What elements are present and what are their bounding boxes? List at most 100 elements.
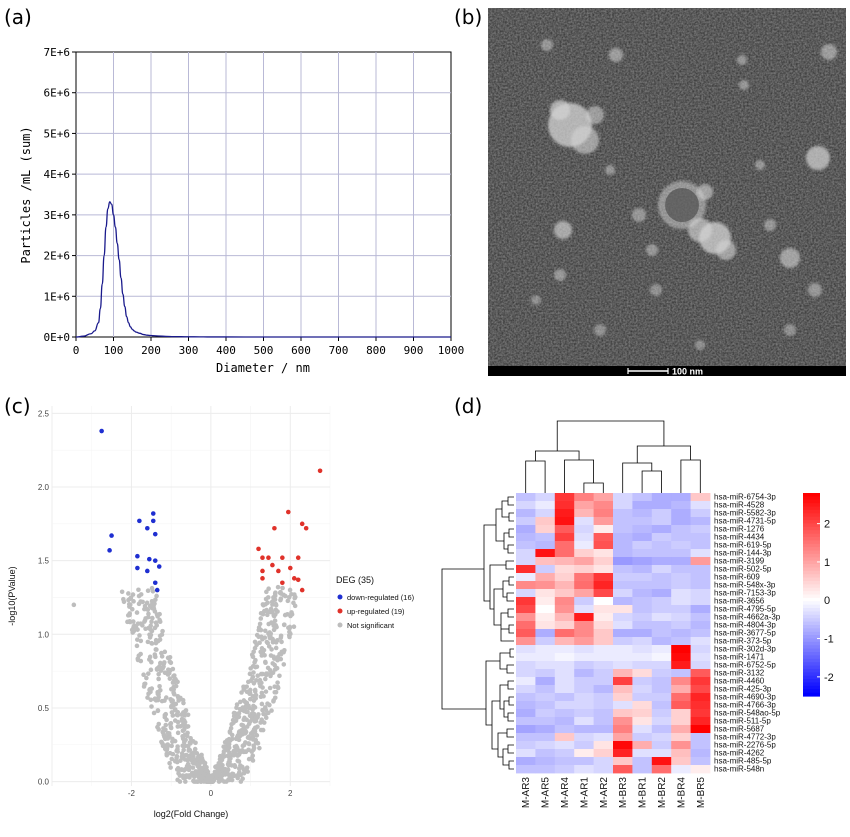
not-significant-point <box>271 639 277 644</box>
heatmap-cell <box>516 621 536 630</box>
colorbar-step <box>803 682 820 687</box>
legend-c: DEG (35) down-regulated (16) up-regulate… <box>336 575 415 630</box>
colorbar-step <box>803 638 820 643</box>
not-significant-point <box>214 770 219 775</box>
colorbar-step <box>803 553 820 558</box>
heatmap-cell <box>554 709 575 718</box>
heatmap-cell <box>554 765 575 774</box>
heatmap-cell <box>574 725 594 734</box>
heatmap-cell <box>690 757 711 766</box>
heatmap-row-label: hsa-miR-4434 <box>714 533 765 542</box>
vesicle <box>632 208 646 222</box>
legend-swatch-ns <box>337 622 343 628</box>
row-dendrogram-branch <box>508 512 514 522</box>
heatmap-cell <box>535 541 556 550</box>
not-significant-point <box>268 609 274 615</box>
heatmap-cell <box>593 549 614 558</box>
colorbar-step <box>803 668 820 673</box>
heatmap-cell <box>535 557 556 566</box>
not-significant-point <box>169 710 175 715</box>
heatmap-cell <box>671 501 691 510</box>
heatmap-cell <box>632 677 653 686</box>
not-significant-point <box>219 755 225 760</box>
heatmap-cell <box>516 597 536 606</box>
not-significant-point <box>165 736 171 741</box>
row-dendrogram-branch <box>507 496 514 506</box>
heatmap-cell <box>613 597 633 606</box>
colorbar-step <box>803 641 820 646</box>
heatmap-cell <box>690 685 711 694</box>
not-significant-point <box>241 767 246 772</box>
not-significant-point <box>216 760 222 766</box>
not-significant-point <box>228 725 234 731</box>
heatmap-cell <box>574 765 594 774</box>
colorbar-tick-label: 0 <box>824 595 830 607</box>
heatmap-cell <box>535 629 556 638</box>
not-significant-point <box>160 628 165 634</box>
not-significant-point <box>226 759 232 765</box>
not-significant-point <box>262 676 268 682</box>
colorbar-step <box>803 628 820 633</box>
not-significant-point <box>251 711 256 717</box>
y-tick-label: 0.5 <box>38 704 50 713</box>
not-significant-point <box>287 634 292 640</box>
not-significant-point <box>154 647 159 652</box>
heatmap-row-label: hsa-miR-373-5p <box>714 637 772 646</box>
heatmap-column-label: M-AR1 <box>579 777 590 809</box>
heatmap-cell <box>690 637 711 646</box>
heatmap-cell <box>535 581 556 590</box>
heatmap-cell <box>651 629 672 638</box>
not-significant-point <box>203 768 209 773</box>
y-tick-label: 6E+6 <box>44 87 71 100</box>
heatmap-cell <box>613 629 633 638</box>
heatmap-cell <box>690 693 711 702</box>
vesicle <box>541 39 553 51</box>
not-significant-point <box>243 749 248 754</box>
vesicle <box>821 44 837 60</box>
colorbar-step <box>803 665 820 670</box>
not-significant-point <box>237 706 243 712</box>
heatmap-cell <box>554 565 575 574</box>
not-significant-point <box>157 619 163 625</box>
heatmap-cell <box>632 725 653 734</box>
heatmap-row-label: hsa-miR-548ao-5p <box>714 709 781 718</box>
not-significant-point <box>148 667 154 673</box>
not-significant-point <box>247 713 253 719</box>
not-significant-point <box>263 715 269 720</box>
x-tick-label: 500 <box>254 344 274 357</box>
row-dendrogram-branch <box>499 684 508 710</box>
not-significant-point <box>234 715 240 721</box>
not-significant-point <box>248 687 253 693</box>
heatmap-cell <box>516 549 536 558</box>
not-significant-point <box>247 696 253 702</box>
not-significant-point <box>145 671 151 676</box>
heatmap-column-label: M-AR2 <box>599 777 610 809</box>
not-significant-point <box>260 671 265 677</box>
not-significant-point <box>159 650 164 656</box>
not-significant-point <box>136 587 141 593</box>
colorbar-step <box>803 550 820 555</box>
heatmap-cell <box>632 621 653 630</box>
not-significant-point <box>160 730 166 735</box>
heatmap-cell <box>632 741 653 750</box>
heatmap-cell <box>690 541 711 550</box>
not-significant-point <box>170 751 176 757</box>
not-significant-point <box>126 591 131 596</box>
not-significant-point <box>221 771 226 777</box>
not-significant-point <box>258 649 263 655</box>
vesicle <box>571 126 599 154</box>
not-significant-point <box>159 739 164 745</box>
up-regulated-point <box>270 562 275 568</box>
heatmap-cell <box>651 589 672 598</box>
not-significant-point <box>245 769 250 774</box>
not-significant-point <box>136 653 142 659</box>
heatmap-cell <box>671 621 691 630</box>
row-dendrogram-branch <box>441 568 486 710</box>
up-regulated-point <box>276 568 281 574</box>
heatmap-row-label: hsa-miR-302d-3p <box>714 645 776 654</box>
heatmap-cell <box>593 693 614 702</box>
colorbar-step <box>803 570 820 575</box>
colorbar-step <box>803 547 820 552</box>
heatmap-cell <box>632 597 653 606</box>
y-tick-label: 2.0 <box>38 483 50 492</box>
